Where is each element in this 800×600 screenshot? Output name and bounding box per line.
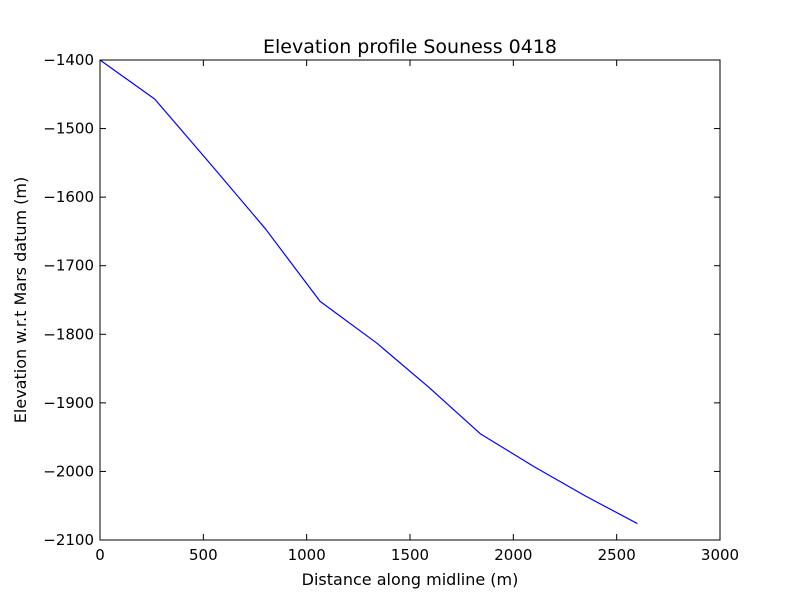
chart-title: Elevation profile Souness 0418 (263, 36, 557, 58)
x-tick-label: 1000 (288, 546, 326, 564)
y-tick-label: −2000 (43, 462, 94, 480)
y-tick-label: −1600 (43, 188, 94, 206)
x-tick-label: 1500 (391, 546, 429, 564)
y-tick-label: −1700 (43, 257, 94, 275)
plot-frame (99, 59, 721, 541)
series-layer (99, 59, 638, 525)
y-tick-label: −1900 (43, 394, 94, 412)
x-tick-label: 3000 (701, 546, 739, 564)
y-axis-label: Elevation w.r.t Mars datum (m) (11, 177, 30, 423)
ticks-layer: 0 500 1000 1500 2000 2500 3000 −1400 −1500 −1600 −… (43, 51, 739, 564)
y-tick-label: −1800 (43, 325, 94, 343)
y-tick-label: −1400 (43, 51, 94, 69)
x-tick-label: 0 (95, 546, 105, 564)
y-tick-label: −1500 (43, 120, 94, 138)
x-axis-label: Distance along midline (m) (302, 570, 519, 589)
y-tick-label: −2100 (43, 531, 94, 549)
x-tick-label: 500 (189, 546, 218, 564)
x-tick-label: 2500 (598, 546, 636, 564)
x-tick-label: 2000 (494, 546, 532, 564)
series-line-0 (99, 59, 638, 525)
